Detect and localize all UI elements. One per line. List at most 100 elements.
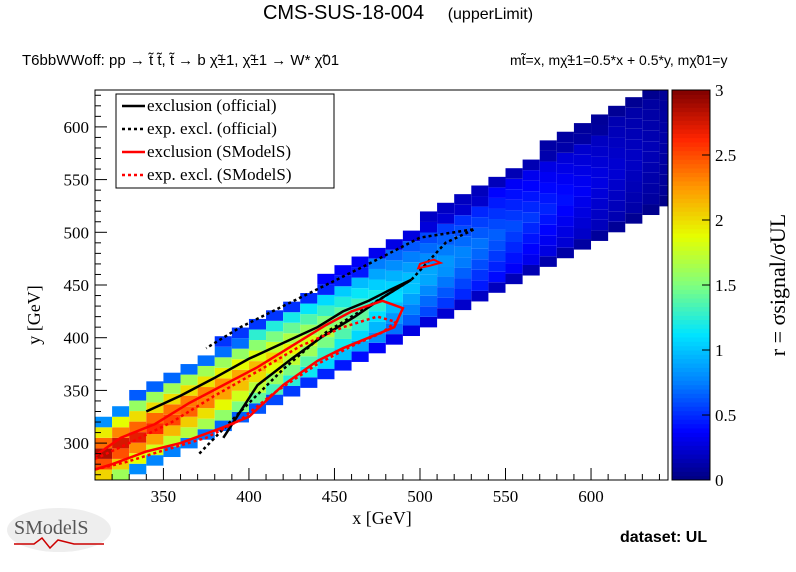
- heatmap-cell: [283, 385, 301, 397]
- exclusion-curves: [94, 227, 476, 471]
- heatmap-cell: [385, 334, 403, 345]
- y-axis: 300 350 400 450 500 550 600: [64, 94, 107, 476]
- color-bar-tick-label: 3: [715, 81, 724, 100]
- heatmap-cell: [659, 111, 668, 123]
- heatmap-cell: [608, 169, 626, 180]
- heatmap-cell: [471, 206, 489, 218]
- color-bar-segment: [672, 246, 710, 251]
- heatmap-cell: [197, 408, 215, 419]
- heatmap-cell: [573, 144, 592, 155]
- heatmap-cell: [266, 310, 284, 321]
- color-bar-segment: [672, 423, 710, 429]
- heatmap-cell: [522, 191, 540, 202]
- exclusion-island: [416, 258, 444, 270]
- color-bar-segment: [672, 345, 710, 351]
- color-bar-segment: [672, 367, 710, 373]
- heatmap-cell: [659, 195, 668, 207]
- heatmap-cell: [283, 301, 301, 313]
- color-bar-segment: [672, 107, 710, 113]
- heatmap-cell: [591, 135, 609, 147]
- heatmap-cell: [454, 225, 472, 237]
- color-bar-segment: [672, 454, 710, 459]
- color-bar-segment: [672, 94, 710, 100]
- dataset-label: dataset: UL: [620, 529, 708, 546]
- heatmap-cell: [95, 427, 113, 438]
- heatmap-cell: [471, 259, 489, 270]
- heatmap-cell: [317, 337, 335, 348]
- color-bar-segment: [672, 293, 710, 299]
- heatmap-cell: [283, 312, 301, 323]
- heatmap-cell: [505, 263, 523, 274]
- heatmap-cell: [608, 147, 626, 159]
- heatmap-cell: [556, 173, 574, 185]
- heatmap-cell: [368, 279, 386, 291]
- heatmap-cell: [539, 172, 557, 183]
- heatmap-cell: [368, 268, 386, 280]
- heatmap-cell: [146, 434, 164, 445]
- heatmap-cell: [539, 224, 557, 236]
- heatmap-cell: [197, 387, 215, 398]
- color-bar-segment: [672, 402, 710, 407]
- color-bar-segment: [672, 311, 710, 316]
- heatmap-cell: [402, 251, 420, 263]
- y-tick-label: 400: [64, 329, 90, 348]
- y-tick-label: 500: [64, 223, 90, 242]
- heatmap-cell: [437, 202, 455, 214]
- heatmap-cell: [454, 236, 472, 247]
- color-bar-segment: [672, 194, 710, 199]
- color-bar-segment: [672, 376, 710, 381]
- heatmap-cell: [573, 217, 592, 229]
- heatmap-cell: [385, 313, 403, 324]
- heatmap-cell: [522, 201, 540, 213]
- heatmap-cell: [180, 427, 198, 438]
- heatmap-cell: [539, 256, 557, 267]
- legend-label: exclusion (SModelS): [147, 142, 291, 161]
- x-tick-label: 350: [151, 487, 177, 506]
- heatmap-cell: [471, 217, 489, 228]
- color-bar-segment: [672, 202, 710, 208]
- heatmap-cell: [385, 291, 403, 303]
- heatmap-cell: [539, 193, 557, 204]
- color-bar-segment: [672, 389, 710, 394]
- heatmap-cell: [402, 314, 420, 326]
- heatmap-cell: [419, 232, 438, 244]
- heatmap-cell: [385, 302, 403, 314]
- heatmap-cell: [283, 322, 301, 334]
- y-tick-label: 300: [64, 434, 90, 453]
- heatmap-cell: [180, 374, 198, 386]
- heatmap-cell: [146, 391, 164, 403]
- heatmap-cell: [248, 392, 267, 404]
- heatmap-cell: [437, 213, 455, 224]
- heatmap-cell: [488, 187, 506, 198]
- mass-relation-label: mt̃=x, mχ̃±1=0.5*x + 0.5*y, mχ̃01=y: [510, 52, 728, 68]
- color-bar-segment: [672, 155, 710, 160]
- heatmap-cell: [334, 265, 352, 276]
- heatmap-cell: [539, 182, 557, 194]
- color-bar-tick-label: 0: [715, 471, 724, 490]
- chart-title-main: CMS-SUS-18-004: [262, 2, 425, 24]
- heatmap-cell: [402, 304, 420, 315]
- heatmap-cell: [522, 243, 540, 255]
- color-bar-segment: [672, 198, 710, 204]
- heatmap-cell: [334, 338, 352, 350]
- heatmap-cell: [129, 442, 147, 454]
- heatmap-cell: [334, 296, 352, 308]
- color-bar-segment: [672, 159, 710, 165]
- color-bar-segment: [672, 98, 710, 104]
- color-bar-segment: [672, 406, 710, 412]
- heatmap-cell: [214, 346, 232, 358]
- heatmap-cell: [197, 418, 215, 430]
- heatmap-cell: [385, 249, 403, 261]
- heatmap-cell: [231, 401, 249, 412]
- heatmap-cell: [129, 411, 147, 422]
- heatmap-cell: [163, 404, 181, 415]
- heatmap-cell: [300, 377, 318, 388]
- heatmap-cell: [214, 357, 232, 368]
- heatmap-cell: [573, 165, 592, 176]
- heatmap-cell: [197, 397, 215, 409]
- heatmap-cell: [454, 194, 472, 205]
- heatmap-cell: [505, 168, 523, 179]
- heatmap-cell: [522, 264, 540, 276]
- heatmap-cell: [608, 211, 626, 222]
- heatmap-cell: [505, 231, 523, 242]
